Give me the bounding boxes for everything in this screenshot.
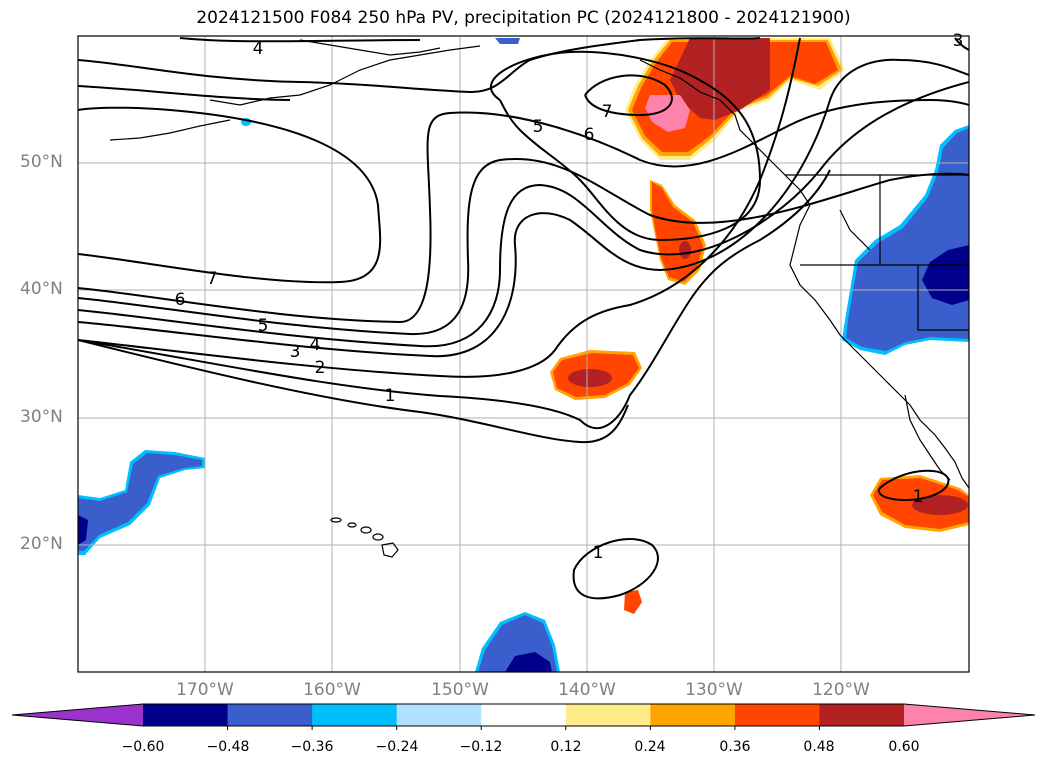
colorbar-segment (396, 704, 482, 726)
colorbar-tick-label: 0.12 (550, 739, 582, 755)
contour-label: 7 (602, 102, 613, 122)
contour-label: 4 (253, 39, 264, 59)
contour-labels: 4 7 5 6 7 6 5 4 3 2 1 1 1 3 (175, 31, 964, 563)
colorbar-segment (143, 704, 229, 726)
map-frame (77, 35, 970, 673)
contour-label: 7 (207, 269, 218, 289)
colorbar-extension-min (12, 704, 143, 726)
colorbar-tick-label: −0.12 (459, 739, 503, 755)
hawaii-islands (330, 517, 399, 558)
contour-label: 3 (953, 31, 964, 51)
colorbar-tick-label: 0.60 (888, 739, 920, 755)
contour-label: 5 (533, 117, 544, 137)
contour-label: 5 (258, 316, 269, 336)
colorbar-tick-label: 0.24 (634, 739, 666, 755)
lon-label: 160°W (303, 680, 361, 700)
lon-label: 150°W (431, 680, 489, 700)
colorbar-segment (227, 704, 313, 726)
precip-shading (78, 38, 969, 672)
lon-label: 170°W (176, 680, 234, 700)
colorbar-segment (734, 704, 820, 726)
colorbar-tick-label: −0.36 (290, 739, 334, 755)
precip-positive-small (624, 590, 642, 614)
lat-label: 20°N (20, 534, 63, 554)
colorbar-tick-label: −0.48 (206, 739, 250, 755)
coastlines (109, 39, 969, 489)
contour-label: 4 (310, 335, 321, 355)
colorbar-tick-label: 0.36 (719, 739, 751, 755)
lat-label: 30°N (20, 407, 63, 427)
colorbar-segment (565, 704, 651, 726)
colorbar-tick-label: 0.48 (803, 739, 835, 755)
colorbar (11, 703, 1036, 730)
colorbar-extension-max (904, 704, 1035, 726)
colorbar-segment (819, 704, 905, 726)
colorbar-segment (650, 704, 736, 726)
contour-label: 1 (913, 487, 924, 507)
lon-label: 130°W (685, 680, 743, 700)
contour-label: 1 (593, 543, 604, 563)
lat-label: 40°N (20, 279, 63, 299)
contour-label: 3 (290, 342, 301, 362)
contour-label: 6 (584, 125, 595, 145)
map-title: 2024121500 F084 250 hPa PV, precipitatio… (196, 8, 851, 28)
colorbar-outline (11, 703, 1036, 727)
lon-label: 140°W (558, 680, 616, 700)
colorbar-tick-label: −0.60 (121, 739, 165, 755)
colorbar-segment (481, 704, 567, 726)
contour-label: 2 (315, 358, 326, 378)
graticule (78, 36, 969, 672)
lat-label: 50°N (20, 152, 63, 172)
contour-label: 1 (385, 386, 396, 406)
colorbar-tick-label: −0.24 (375, 739, 419, 755)
lon-label: 120°W (812, 680, 870, 700)
colorbar-segment (312, 704, 398, 726)
contour-label: 6 (175, 290, 186, 310)
pv-contours (78, 37, 969, 600)
